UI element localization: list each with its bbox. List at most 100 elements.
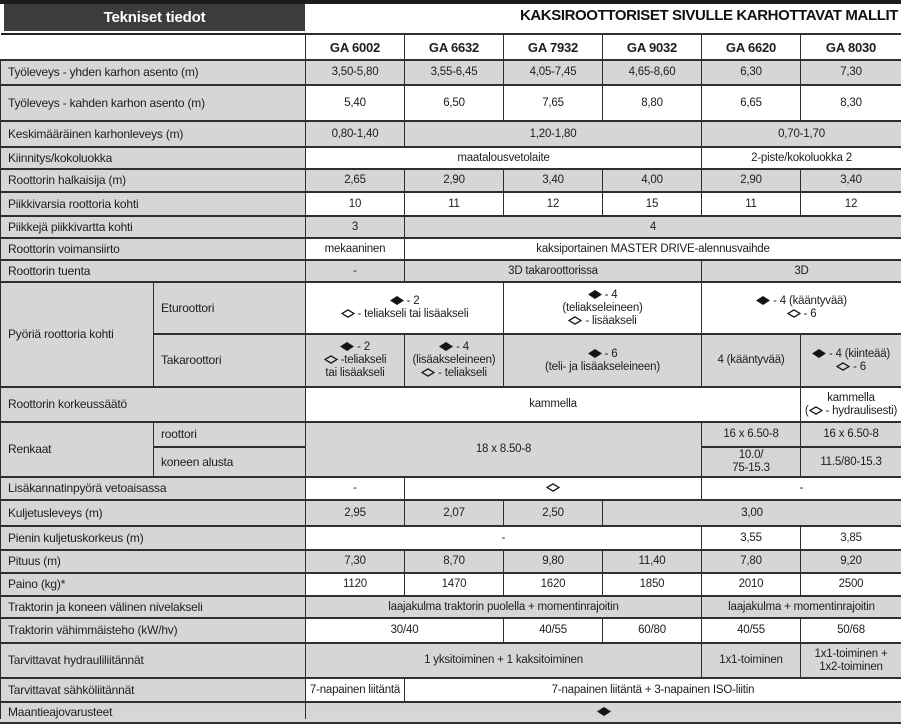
spec-cell: 6,30 bbox=[702, 60, 801, 85]
spec-cell: 8,70 bbox=[405, 550, 504, 573]
row-label: Keskimääräinen karhonleveys (m) bbox=[1, 121, 306, 147]
spec-cell bbox=[405, 477, 702, 500]
spec-cell: 3,85 bbox=[801, 526, 901, 550]
spec-cell: 10 bbox=[306, 192, 405, 216]
open-diamond-icon bbox=[809, 406, 823, 415]
spec-cell: 2500 bbox=[801, 573, 901, 596]
spec-cell: 30/40 bbox=[306, 618, 504, 643]
spec-cell: 1x1-toiminen bbox=[702, 643, 801, 678]
spec-cell: - bbox=[702, 477, 901, 500]
row-label: Tarvittavat sähköliitännät bbox=[1, 678, 306, 702]
spec-cell: 3D takaroottorissa bbox=[405, 260, 702, 282]
spec-cell: 3,50-5,80 bbox=[306, 60, 405, 85]
solid-diamond-icon bbox=[390, 296, 404, 305]
row-label: Traktorin ja koneen välinen nivelakseli bbox=[1, 596, 306, 618]
spec-cell: 1120 bbox=[306, 573, 405, 596]
spec-row: Työleveys - kahden karhon asento (m)5,40… bbox=[1, 85, 901, 121]
row-label: Roottorin tuenta bbox=[1, 260, 306, 282]
row-label: Kiinnitys/kokoluokka bbox=[1, 147, 306, 169]
row-label: Roottorin korkeussäätö bbox=[1, 387, 306, 422]
spec-cell: laajakulma + momentinrajoitin bbox=[702, 596, 901, 618]
spec-cell: 9,80 bbox=[504, 550, 603, 573]
spec-cell: 11 bbox=[405, 192, 504, 216]
spec-cell: 2,90 bbox=[702, 169, 801, 192]
spec-cell: 8,30 bbox=[801, 85, 901, 121]
spec-cell: - 4(teliakseleineen) - lisäakseli bbox=[504, 282, 702, 334]
model-header-ga6002: GA 6002 bbox=[306, 34, 405, 60]
open-diamond-icon bbox=[546, 483, 560, 492]
spec-cell: 11 bbox=[702, 192, 801, 216]
header-blank-cell bbox=[1, 34, 306, 60]
open-diamond-icon bbox=[324, 355, 338, 364]
spec-cell: 5,40 bbox=[306, 85, 405, 121]
spec-cell: 2010 bbox=[702, 573, 801, 596]
spec-table: GA 6002 GA 6632 GA 7932 GA 9032 GA 6620 … bbox=[0, 33, 901, 724]
spec-table-body: Työleveys - yhden karhon asento (m)3,50-… bbox=[1, 60, 901, 723]
spec-cell: 7,30 bbox=[801, 60, 901, 85]
spec-cell: 2,95 bbox=[306, 500, 405, 526]
open-diamond-icon bbox=[568, 316, 582, 325]
spec-cell: 2,65 bbox=[306, 169, 405, 192]
spec-cell: kaksiportainen MASTER DRIVE-alennusvaihd… bbox=[405, 238, 901, 260]
model-header-row: GA 6002 GA 6632 GA 7932 GA 9032 GA 6620 … bbox=[1, 34, 901, 60]
spec-cell: 11,40 bbox=[603, 550, 702, 573]
spec-cell: 4,05-7,45 bbox=[504, 60, 603, 85]
spec-cell: 4,65-8,60 bbox=[603, 60, 702, 85]
spec-cell: 7,65 bbox=[504, 85, 603, 121]
spec-cell: 2,07 bbox=[405, 500, 504, 526]
spec-cell: - 2 - teliakseli tai lisäakseli bbox=[306, 282, 504, 334]
spec-cell: 0,80-1,40 bbox=[306, 121, 405, 147]
solid-diamond-icon bbox=[812, 349, 826, 358]
model-header-ga7932: GA 7932 bbox=[504, 34, 603, 60]
row-label: Roottorin voimansiirto bbox=[1, 238, 306, 260]
spec-cell: 10.0/75-15.3 bbox=[702, 447, 801, 477]
spec-cell: 7,30 bbox=[306, 550, 405, 573]
spec-cell: 3,00 bbox=[603, 500, 901, 526]
spec-cell: laajakulma traktorin puolella + momentin… bbox=[306, 596, 702, 618]
row-label: Renkaat bbox=[1, 422, 154, 477]
open-diamond-icon bbox=[341, 309, 355, 318]
spec-cell: 2,50 bbox=[504, 500, 603, 526]
spec-cell: 3,40 bbox=[801, 169, 901, 192]
spec-cell: 40/55 bbox=[702, 618, 801, 643]
spec-cell: 9,20 bbox=[801, 550, 901, 573]
row-label: Tarvittavat hydrauliliitännät bbox=[1, 643, 306, 678]
spec-cell: - 4(lisäakseleineen) - teliakseli bbox=[405, 334, 504, 387]
row-label: Kuljetusleveys (m) bbox=[1, 500, 306, 526]
spec-cell: 1850 bbox=[603, 573, 702, 596]
spec-cell: 4 bbox=[405, 216, 901, 238]
spec-cell: 40/55 bbox=[504, 618, 603, 643]
open-diamond-icon bbox=[421, 368, 435, 377]
row-label: Työleveys - kahden karhon asento (m) bbox=[1, 85, 306, 121]
spec-cell: 3D bbox=[702, 260, 901, 282]
spec-cell: 16 x 6.50-8 bbox=[702, 422, 801, 447]
spec-cell: 0,70-1,70 bbox=[702, 121, 901, 147]
spec-cell: 1 yksitoiminen + 1 kaksitoiminen bbox=[306, 643, 702, 678]
solid-diamond-icon bbox=[597, 707, 611, 716]
spec-cell: 3,55-6,45 bbox=[405, 60, 504, 85]
solid-diamond-icon bbox=[340, 342, 354, 351]
row-label: Lisäkannatinpyörä vetoaisassa bbox=[1, 477, 306, 500]
row-label: Roottorin halkaisija (m) bbox=[1, 169, 306, 192]
row-label: Pienin kuljetuskorkeus (m) bbox=[1, 526, 306, 550]
open-diamond-icon bbox=[787, 309, 801, 318]
page-title: KAKSIROOTTORISET SIVULLE KARHOTTAVAT MAL… bbox=[520, 7, 898, 24]
solid-diamond-icon bbox=[588, 349, 602, 358]
spec-cell: 6,50 bbox=[405, 85, 504, 121]
model-header-ga6620: GA 6620 bbox=[702, 34, 801, 60]
spec-cell: - bbox=[306, 260, 405, 282]
spec-cell: 1x1-toiminen +1x2-toiminen bbox=[801, 643, 901, 678]
row-label: Piikkivarsia roottoria kohti bbox=[1, 192, 306, 216]
spec-cell: 12 bbox=[801, 192, 901, 216]
spec-cell: - 4 (kääntyvää) - 6 bbox=[702, 282, 901, 334]
